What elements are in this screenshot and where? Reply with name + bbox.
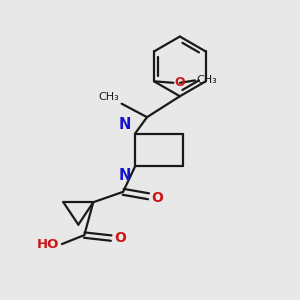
Text: N: N <box>119 168 131 183</box>
Text: HO: HO <box>37 238 59 250</box>
Text: O: O <box>152 191 164 206</box>
Text: O: O <box>114 231 126 245</box>
Text: O: O <box>175 76 185 89</box>
Text: CH₃: CH₃ <box>196 75 217 85</box>
Text: CH₃: CH₃ <box>98 92 119 102</box>
Text: N: N <box>119 117 131 132</box>
